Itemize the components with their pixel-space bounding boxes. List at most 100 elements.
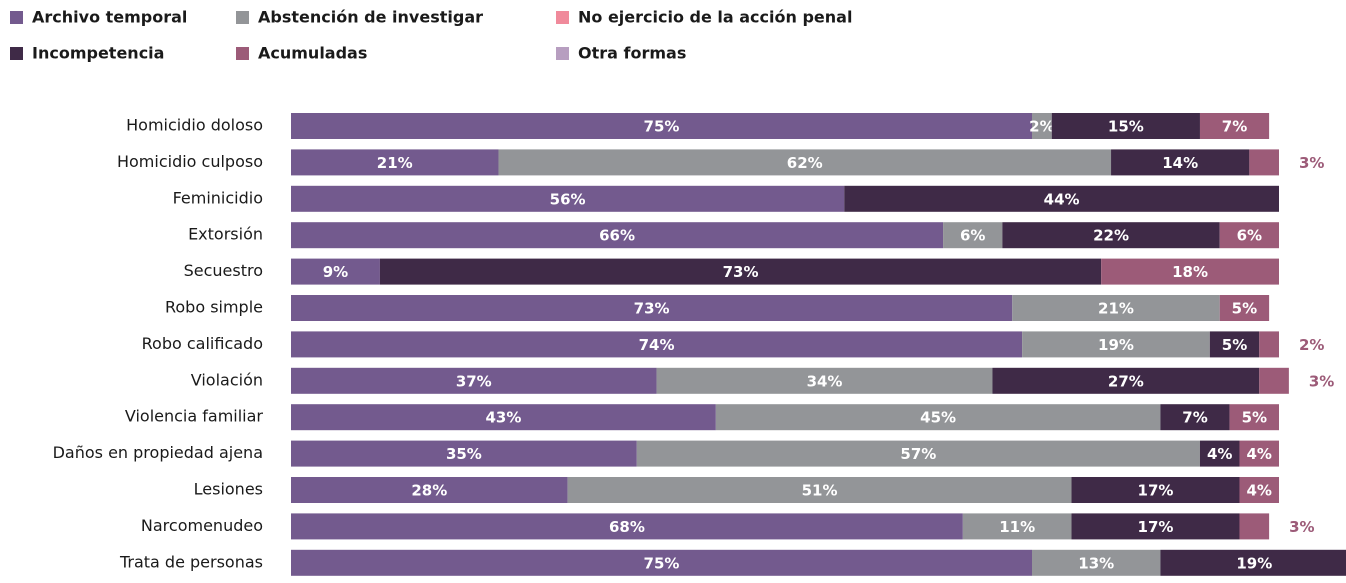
category-label: Extorsión [188,225,263,244]
value-label: 74% [639,336,675,354]
legend-swatch [556,47,569,60]
value-label: 4% [1247,482,1272,500]
value-label: 56% [550,190,586,208]
value-label: 13% [1078,554,1114,572]
legend-label: No ejercicio de la acción penal [578,8,852,27]
legend-label: Archivo temporal [32,8,187,27]
bar-segment [1199,113,1270,139]
category-label: Daños en propiedad ajena [53,443,263,462]
bar-segment [1239,513,1270,540]
value-label: 5% [1242,409,1267,427]
value-label: 34% [807,372,843,390]
category-label: Homicidio culposo [117,152,263,171]
value-label: 75% [644,118,680,136]
value-label: 11% [999,518,1035,536]
bar-segment [1022,331,1210,358]
bar-segment [291,440,637,467]
category-label: Robo calificado [142,334,263,353]
value-label: 7% [1222,118,1247,136]
value-label: 22% [1093,227,1129,245]
value-label: 43% [485,409,521,427]
legend-label: Acumuladas [258,44,367,63]
bar-segment [636,440,1200,467]
value-label: 19% [1098,336,1134,354]
value-label: 73% [723,263,759,281]
value-label: 7% [1182,409,1207,427]
category-label: Lesiones [194,480,263,499]
bar-segment [715,404,1161,431]
bar-segment [1219,295,1270,321]
bar-segment [291,477,568,503]
value-label: 35% [446,445,482,463]
bar-segment [291,295,1013,321]
value-label: 19% [1236,554,1272,572]
value-label: 4% [1207,445,1232,463]
category-label: Secuestro [184,261,263,280]
bar-segment [291,331,1023,358]
value-label: 3% [1289,518,1314,536]
value-label: 17% [1138,518,1174,536]
category-label: Trata de personas [119,552,263,571]
bar-segment [1012,295,1220,321]
category-label: Violencia familiar [125,407,264,426]
bar-segment [567,477,1072,503]
bar-segment [498,149,1112,176]
bar-segment [1032,549,1161,576]
bar-segment [1229,404,1279,431]
value-label: 5% [1232,300,1257,318]
bar-segment [1160,404,1230,431]
bar-segment [943,222,1003,249]
category-label: Homicidio doloso [126,116,263,135]
bar-segment [291,149,499,176]
bar-segment [1051,113,1200,139]
category-label: Feminicidio [173,188,263,207]
bar-segment [1071,513,1240,540]
bar-segment [1160,549,1346,576]
legend-swatch [556,11,569,24]
value-label: 45% [920,409,956,427]
value-label: 68% [609,518,645,536]
value-label: 5% [1222,336,1247,354]
value-label: 3% [1309,372,1334,390]
value-label: 2% [1299,336,1324,354]
value-label: 62% [787,154,823,172]
value-label: 17% [1138,482,1174,500]
bar-segment [1071,477,1240,503]
value-label: 14% [1162,154,1198,172]
bar-segment [844,185,1279,212]
legend-swatch [10,47,23,60]
bar-segment [992,367,1260,394]
value-label: 21% [1098,300,1134,318]
value-label: 73% [634,300,670,318]
bar-segment [1239,440,1279,467]
value-label: 37% [456,372,492,390]
value-label: 51% [802,482,838,500]
value-label: 27% [1108,372,1144,390]
bar-segment [291,513,963,540]
bar-segment [291,549,1032,576]
value-label: 4% [1247,445,1272,463]
bar-segment [1101,258,1279,285]
bar-segment [656,367,993,394]
bar-segment [1219,222,1279,249]
value-label: 6% [1237,227,1262,245]
category-label: Narcomenudeo [141,516,263,535]
bar-segment [379,258,1102,285]
value-label: 44% [1044,190,1080,208]
value-label: 57% [900,445,936,463]
bar-segment [1259,367,1289,394]
value-label: 75% [644,554,680,572]
legend-label: Abstención de investigar [258,8,483,27]
bar-segment [1199,440,1240,467]
value-label: 66% [599,227,635,245]
bar-segment [962,513,1072,540]
value-label: 3% [1299,154,1324,172]
bar-segment [291,222,944,249]
bar-segment [291,258,380,285]
bar-segment [291,404,716,431]
value-label: 9% [323,263,348,281]
value-label: 2% [1029,118,1054,136]
bar-segment [1259,331,1279,358]
bar-segment [1111,149,1250,176]
